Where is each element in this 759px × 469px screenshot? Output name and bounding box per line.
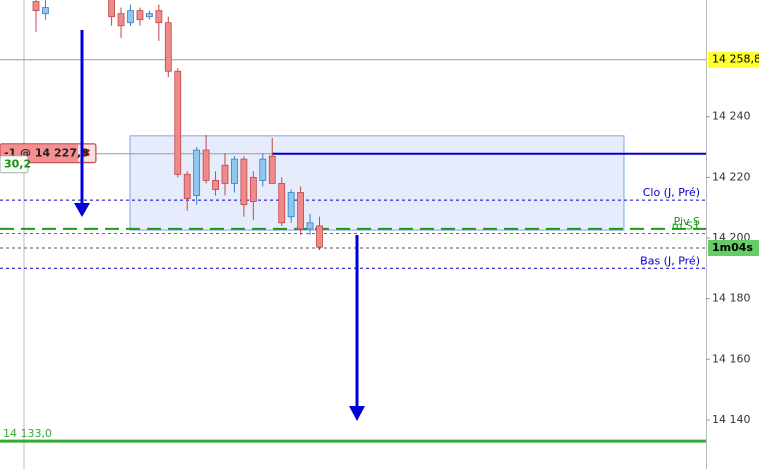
candle-body xyxy=(164,22,172,72)
price-label-box xyxy=(708,51,759,68)
candle-body xyxy=(136,10,144,21)
price-label: 14 258,8 xyxy=(712,53,759,66)
candle-body xyxy=(32,1,40,12)
candle-body xyxy=(249,176,257,203)
level-label: 14 133,0 xyxy=(3,427,52,440)
arrow xyxy=(74,30,90,217)
candle-body xyxy=(221,164,229,184)
candle-body xyxy=(42,7,49,15)
price-label-box xyxy=(708,239,759,256)
candle-body xyxy=(316,225,323,248)
y-tick-label: 14 240 xyxy=(712,110,751,123)
level-label: Piv S xyxy=(674,215,700,228)
order-close-icon[interactable]: ✖ xyxy=(82,147,91,160)
y-tick-label: 14 180 xyxy=(712,292,751,305)
candle-body xyxy=(212,179,219,190)
candle-body xyxy=(268,155,276,184)
candle-body xyxy=(202,149,210,181)
candle-body xyxy=(108,0,115,18)
y-tick-label: 14 160 xyxy=(712,352,751,365)
candle-body xyxy=(231,158,238,184)
candle-body xyxy=(297,192,305,230)
candle-body xyxy=(145,13,153,18)
candle-body xyxy=(117,13,125,27)
candle-body xyxy=(240,158,248,206)
candle-body xyxy=(287,192,295,218)
candle-body xyxy=(174,70,182,175)
level-label: Clo (J, Pré) xyxy=(643,186,700,199)
y-tick-label: 14 220 xyxy=(712,170,751,183)
candle-body xyxy=(155,10,163,24)
y-tick-label: 14 140 xyxy=(712,413,751,426)
candle-body xyxy=(306,222,314,230)
arrow xyxy=(349,235,365,421)
price-label: 1m04s xyxy=(712,241,753,254)
candle-body xyxy=(183,173,191,199)
pnl-box xyxy=(0,155,29,174)
candle-body xyxy=(278,183,286,224)
candle-body xyxy=(193,149,201,196)
candle-body xyxy=(259,158,267,181)
candle-body xyxy=(127,10,134,24)
level-label: Bas (J, Pré) xyxy=(640,254,700,267)
pnl-label: 30,2 xyxy=(4,158,31,171)
level-label: m S1 xyxy=(672,219,700,232)
